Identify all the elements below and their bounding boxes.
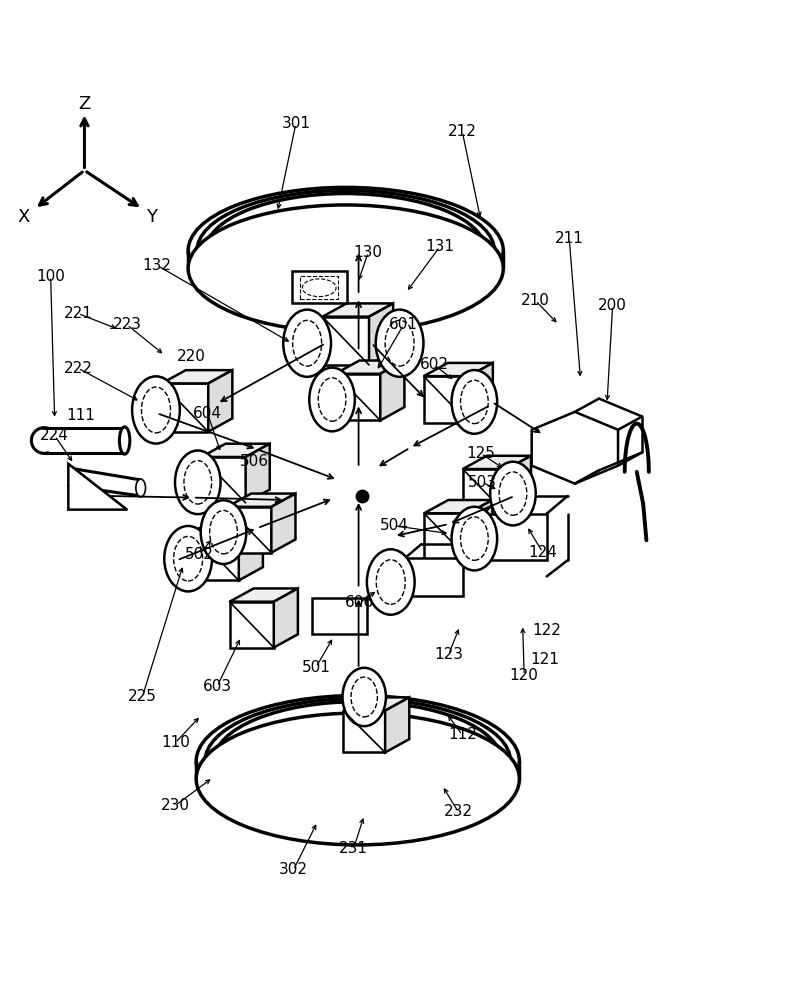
- Polygon shape: [380, 361, 404, 420]
- Polygon shape: [322, 303, 393, 317]
- Text: 301: 301: [281, 116, 310, 131]
- Text: 222: 222: [63, 361, 92, 376]
- Text: 503: 503: [467, 475, 496, 490]
- Text: 504: 504: [379, 518, 408, 533]
- Text: 502: 502: [185, 547, 214, 562]
- Text: 112: 112: [447, 727, 476, 742]
- Polygon shape: [201, 457, 246, 503]
- Polygon shape: [201, 444, 270, 457]
- Ellipse shape: [375, 310, 423, 377]
- Polygon shape: [230, 588, 298, 602]
- Polygon shape: [208, 370, 232, 432]
- Polygon shape: [161, 383, 208, 432]
- Ellipse shape: [451, 370, 496, 434]
- Text: 602: 602: [419, 357, 448, 372]
- Text: 232: 232: [443, 804, 472, 819]
- Polygon shape: [343, 697, 409, 711]
- Polygon shape: [271, 494, 296, 553]
- Text: 125: 125: [466, 446, 495, 461]
- Text: 120: 120: [509, 668, 538, 683]
- Text: 601: 601: [389, 317, 418, 332]
- Text: 604: 604: [193, 406, 222, 421]
- Text: 124: 124: [528, 545, 556, 560]
- Polygon shape: [335, 374, 380, 420]
- Polygon shape: [424, 500, 491, 513]
- Ellipse shape: [175, 450, 220, 514]
- Ellipse shape: [451, 507, 496, 570]
- Text: 210: 210: [520, 293, 549, 308]
- Text: X: X: [18, 208, 31, 226]
- Polygon shape: [68, 464, 127, 510]
- FancyBboxPatch shape: [312, 598, 366, 634]
- Text: 220: 220: [177, 349, 206, 364]
- Ellipse shape: [164, 526, 212, 591]
- Ellipse shape: [283, 310, 331, 377]
- Polygon shape: [230, 602, 274, 648]
- Text: 110: 110: [161, 735, 190, 750]
- Polygon shape: [467, 500, 491, 559]
- Polygon shape: [343, 711, 385, 752]
- Polygon shape: [385, 697, 409, 752]
- Ellipse shape: [490, 462, 535, 525]
- Polygon shape: [423, 363, 492, 376]
- Text: 111: 111: [66, 408, 95, 423]
- Text: 606: 606: [344, 595, 373, 610]
- Text: 506: 506: [239, 454, 268, 469]
- FancyBboxPatch shape: [482, 514, 546, 560]
- Polygon shape: [226, 494, 296, 507]
- Ellipse shape: [309, 368, 354, 431]
- Ellipse shape: [119, 427, 130, 454]
- Ellipse shape: [132, 376, 180, 444]
- Text: 224: 224: [40, 428, 69, 443]
- Text: 122: 122: [532, 623, 560, 638]
- Text: 230: 230: [161, 798, 190, 813]
- Ellipse shape: [201, 500, 246, 564]
- Text: 100: 100: [36, 269, 65, 284]
- Polygon shape: [335, 361, 404, 374]
- Ellipse shape: [342, 668, 385, 726]
- Polygon shape: [274, 588, 298, 648]
- Polygon shape: [238, 519, 263, 580]
- Ellipse shape: [136, 479, 145, 497]
- Ellipse shape: [188, 205, 503, 332]
- Text: 231: 231: [339, 841, 368, 856]
- Text: 121: 121: [530, 652, 559, 667]
- Text: 131: 131: [425, 239, 454, 254]
- Text: 501: 501: [301, 660, 330, 675]
- Text: 223: 223: [112, 317, 141, 332]
- FancyBboxPatch shape: [405, 558, 463, 596]
- Ellipse shape: [196, 713, 519, 845]
- Polygon shape: [322, 317, 369, 365]
- Ellipse shape: [366, 549, 414, 615]
- Text: 603: 603: [202, 679, 231, 694]
- Polygon shape: [192, 532, 238, 580]
- Polygon shape: [506, 456, 530, 515]
- Polygon shape: [463, 456, 530, 469]
- Polygon shape: [463, 469, 506, 515]
- Text: 302: 302: [279, 862, 308, 877]
- Polygon shape: [161, 370, 232, 383]
- Text: 200: 200: [597, 298, 626, 313]
- Text: 123: 123: [434, 647, 463, 662]
- Text: 225: 225: [128, 689, 157, 704]
- Polygon shape: [246, 444, 270, 503]
- Polygon shape: [423, 376, 468, 423]
- Polygon shape: [531, 412, 618, 484]
- Polygon shape: [468, 363, 492, 423]
- Polygon shape: [192, 519, 263, 532]
- Text: 130: 130: [353, 245, 382, 260]
- FancyBboxPatch shape: [291, 271, 346, 303]
- Polygon shape: [226, 507, 271, 553]
- Text: 132: 132: [142, 258, 171, 273]
- Polygon shape: [369, 303, 393, 365]
- Text: 211: 211: [554, 231, 583, 246]
- Text: 221: 221: [63, 306, 92, 321]
- Text: 212: 212: [447, 124, 476, 139]
- Polygon shape: [424, 513, 467, 559]
- Text: Y: Y: [145, 208, 157, 226]
- Text: Z: Z: [78, 95, 91, 113]
